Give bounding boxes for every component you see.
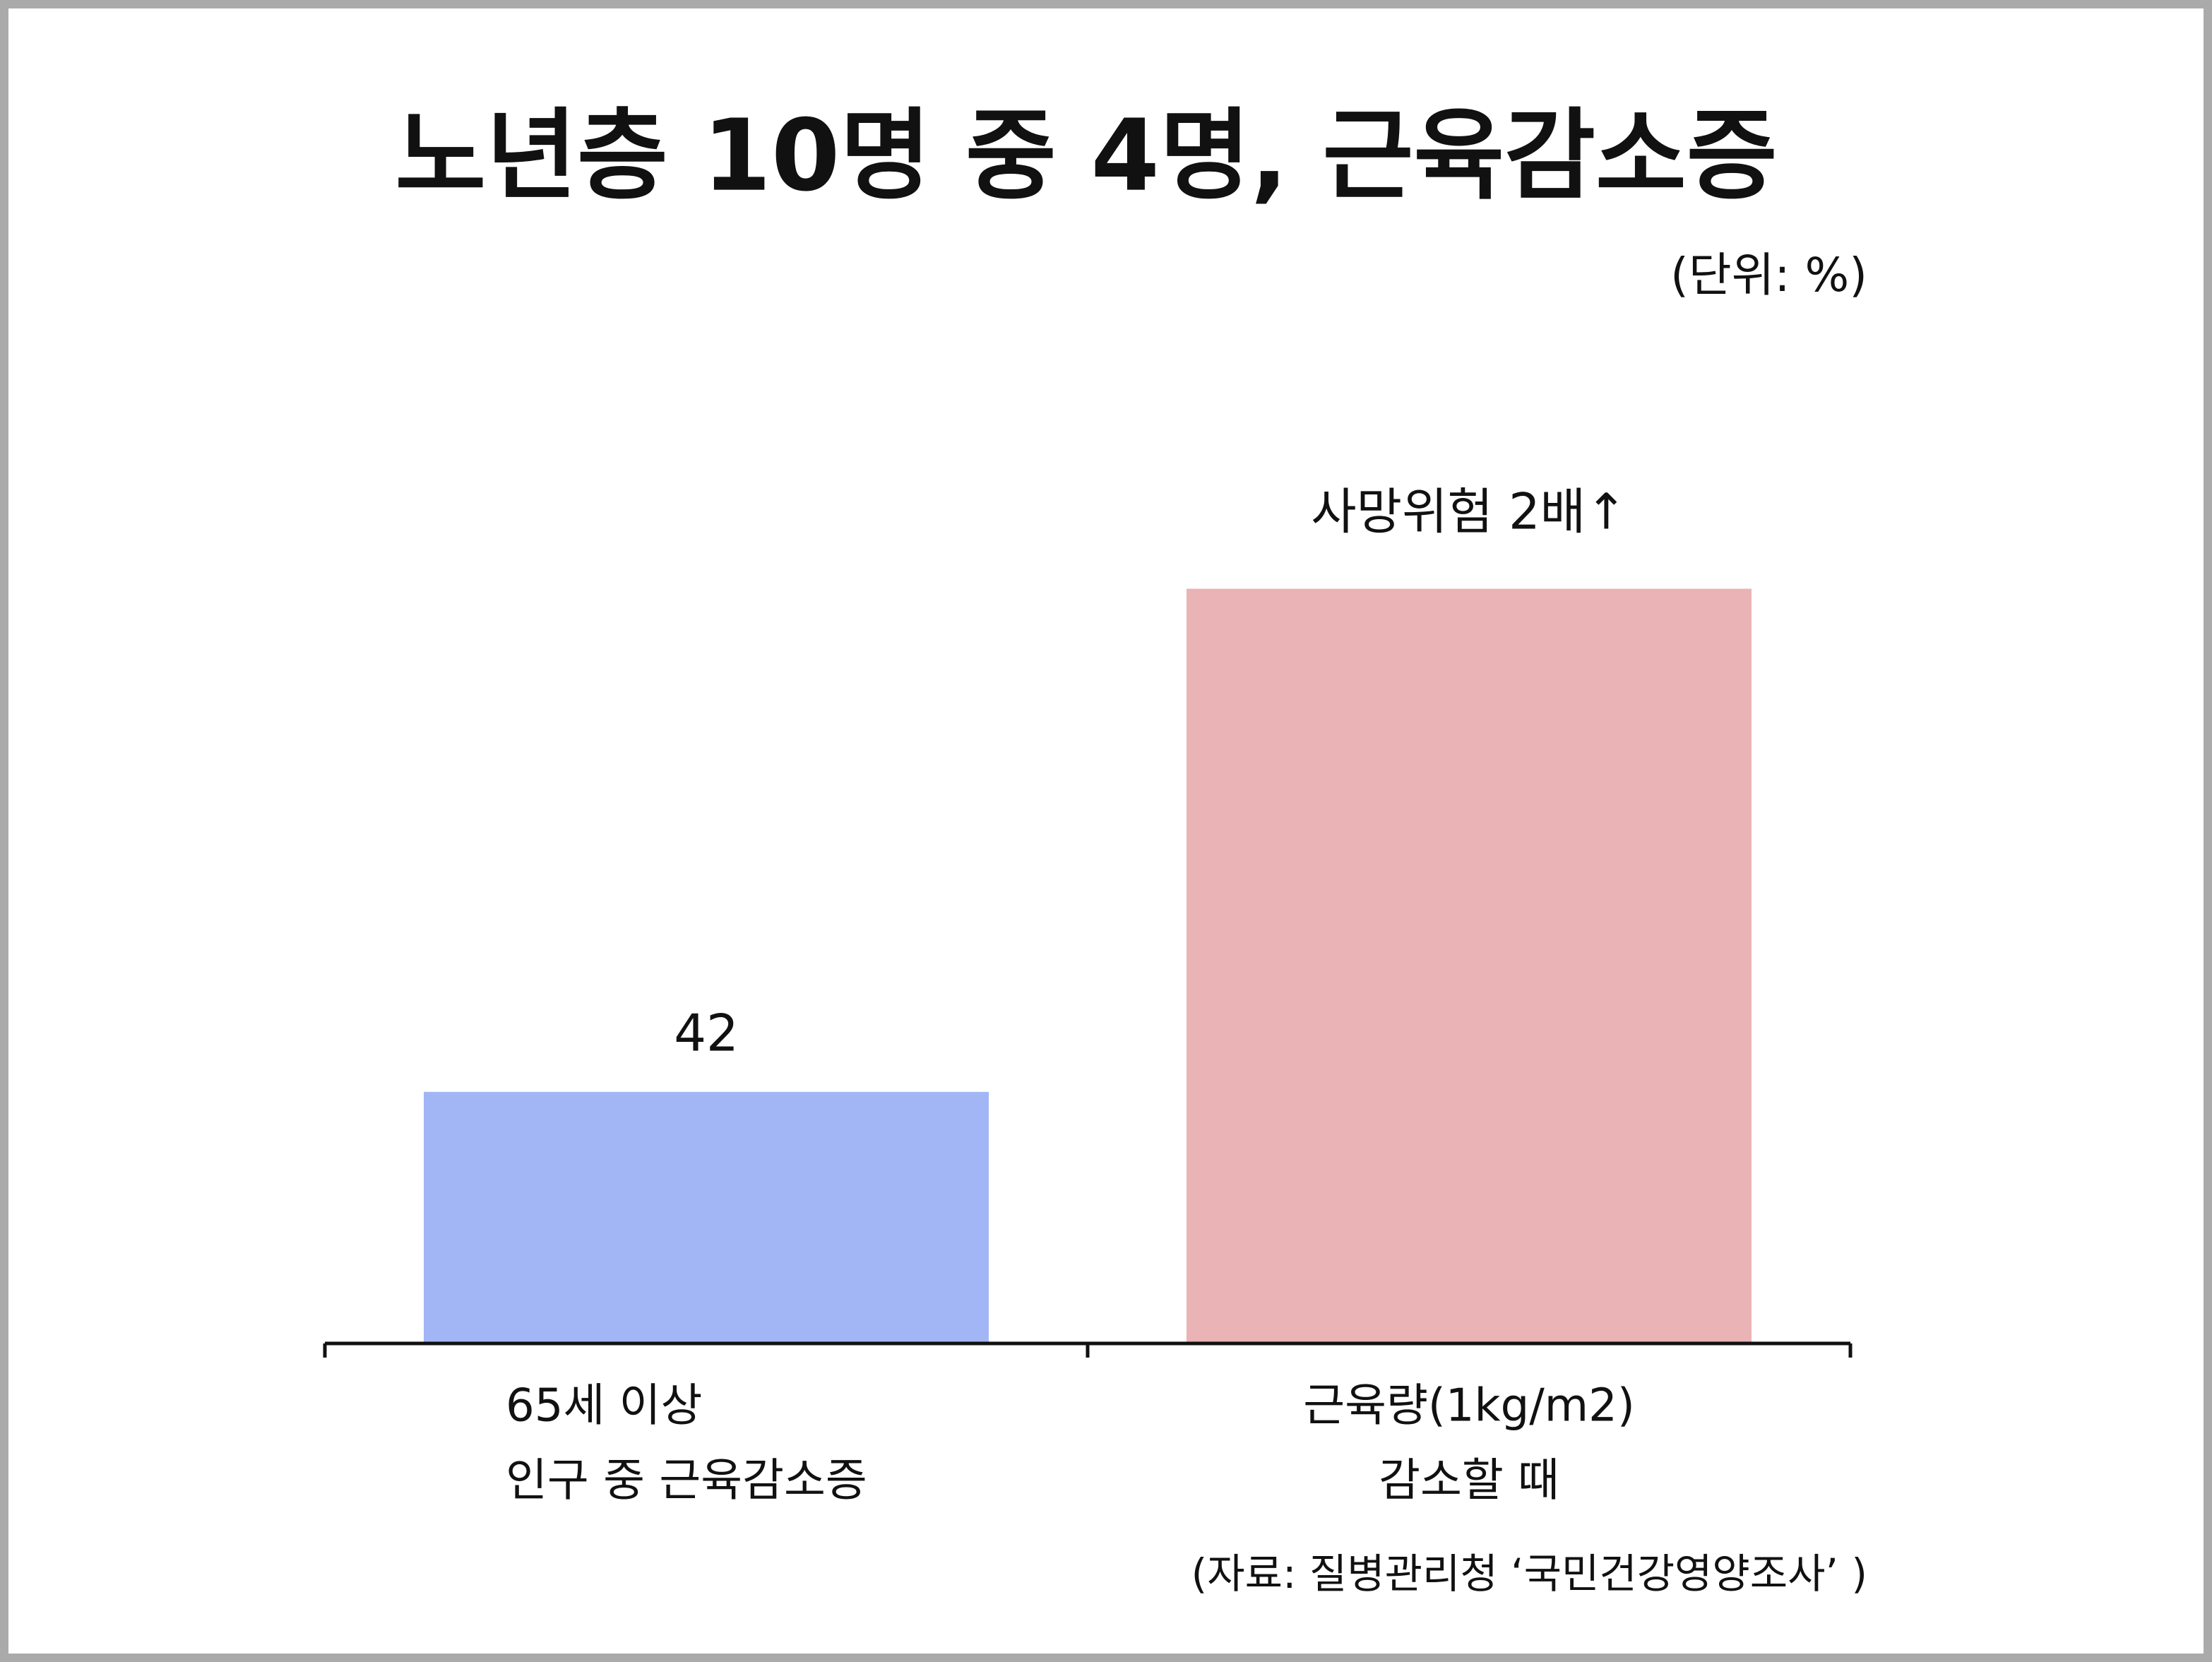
source-note: (자료: 질병관리청 ‘국민건강영양조사’ ) (1191, 1550, 1867, 1598)
bar (1187, 588, 1752, 1343)
bar (424, 1091, 989, 1343)
chart-title: 노년층 10명 중 4명, 근육감소증 (395, 99, 1777, 214)
annotation: 사망위험 2배↑ (1311, 483, 1627, 541)
x-tick-label: 감소할 때 (1379, 1455, 1559, 1507)
x-tick-label: 인구 중 근육감소증 (506, 1455, 867, 1507)
x-tick-label: 근육량(1kg/m2) (1303, 1380, 1635, 1432)
unit-label: (단위: %) (1670, 248, 1867, 302)
x-tick-label: 65세 이상 (506, 1380, 702, 1432)
data-label: 42 (674, 1003, 739, 1062)
